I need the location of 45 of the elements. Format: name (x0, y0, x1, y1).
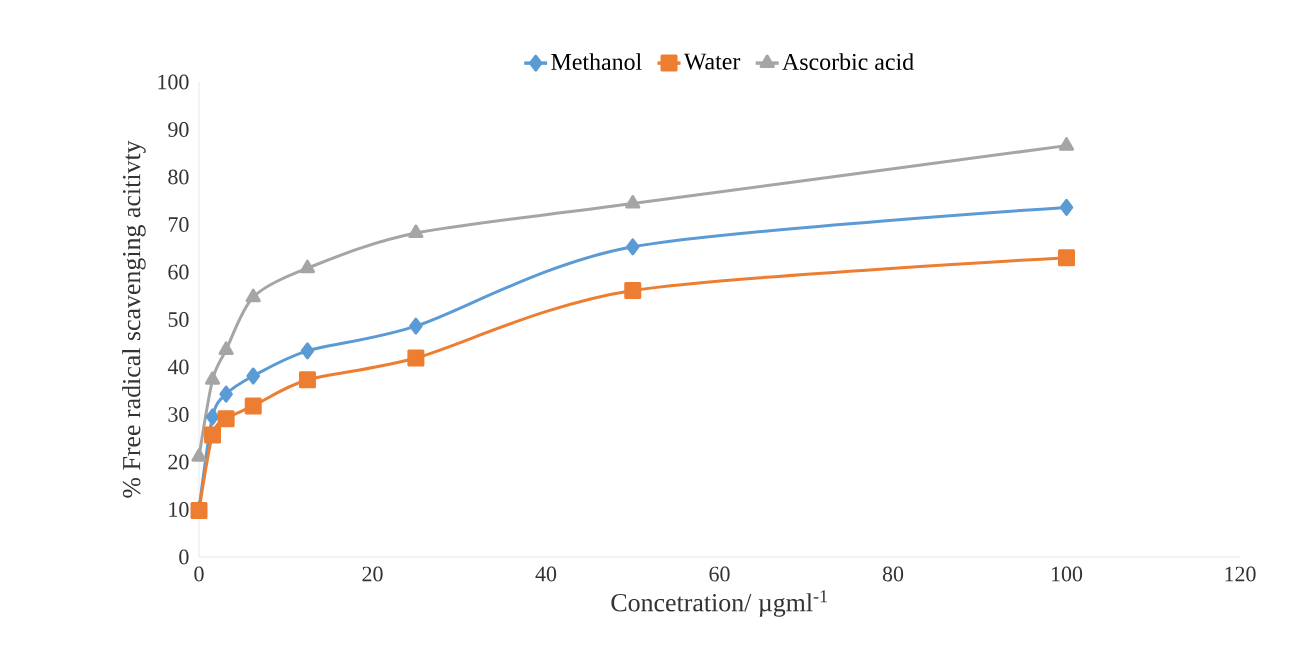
point (218, 341, 234, 355)
point (204, 426, 222, 444)
point (300, 342, 315, 360)
x-tick-label: 60 (709, 566, 730, 582)
y-tick-label: 50 (168, 312, 189, 327)
y-axis-title: % Free radical scavenging acitivty (122, 140, 146, 498)
point (191, 448, 207, 462)
point (245, 288, 261, 303)
x-tick-label: 0 (194, 566, 204, 582)
y-tick-label: 40 (167, 359, 189, 375)
point (1058, 137, 1075, 151)
point (624, 282, 642, 300)
point (204, 371, 221, 385)
legend-label: Ascorbic acid (782, 53, 914, 70)
point (217, 410, 235, 428)
y-tick-label: 90 (168, 122, 189, 137)
y-tick-label: 0 (179, 549, 189, 565)
y-tick-label: 100 (158, 74, 189, 90)
x-tick-label: 40 (535, 566, 557, 582)
point (219, 385, 233, 403)
x-tick-label: 100 (1051, 566, 1083, 582)
y-tick-label: 20 (168, 454, 189, 470)
point (407, 349, 425, 367)
point (246, 367, 260, 385)
point (205, 408, 220, 426)
x-tick-label: 20 (362, 566, 383, 582)
point (409, 317, 423, 335)
y-tick-label: 70 (168, 217, 189, 232)
point (625, 195, 641, 209)
x-tick-label: 80 (882, 566, 904, 582)
point (299, 259, 316, 274)
y-tick-label: 60 (168, 264, 189, 280)
point (408, 224, 424, 239)
legend-label: Methanol (551, 53, 642, 70)
point (1058, 249, 1076, 267)
y-tick-label: 80 (168, 169, 189, 185)
x-axis-title: Concetration/ µgml$^{-1}$ (611, 590, 828, 617)
legend-label: Water (683, 53, 741, 70)
point (298, 371, 316, 389)
y-tick-label: 10 (169, 502, 189, 517)
point (626, 238, 640, 256)
x-tick-label: 120 (1225, 566, 1256, 582)
point (244, 397, 262, 415)
point (1059, 198, 1074, 216)
y-tick-label: 30 (168, 407, 189, 422)
